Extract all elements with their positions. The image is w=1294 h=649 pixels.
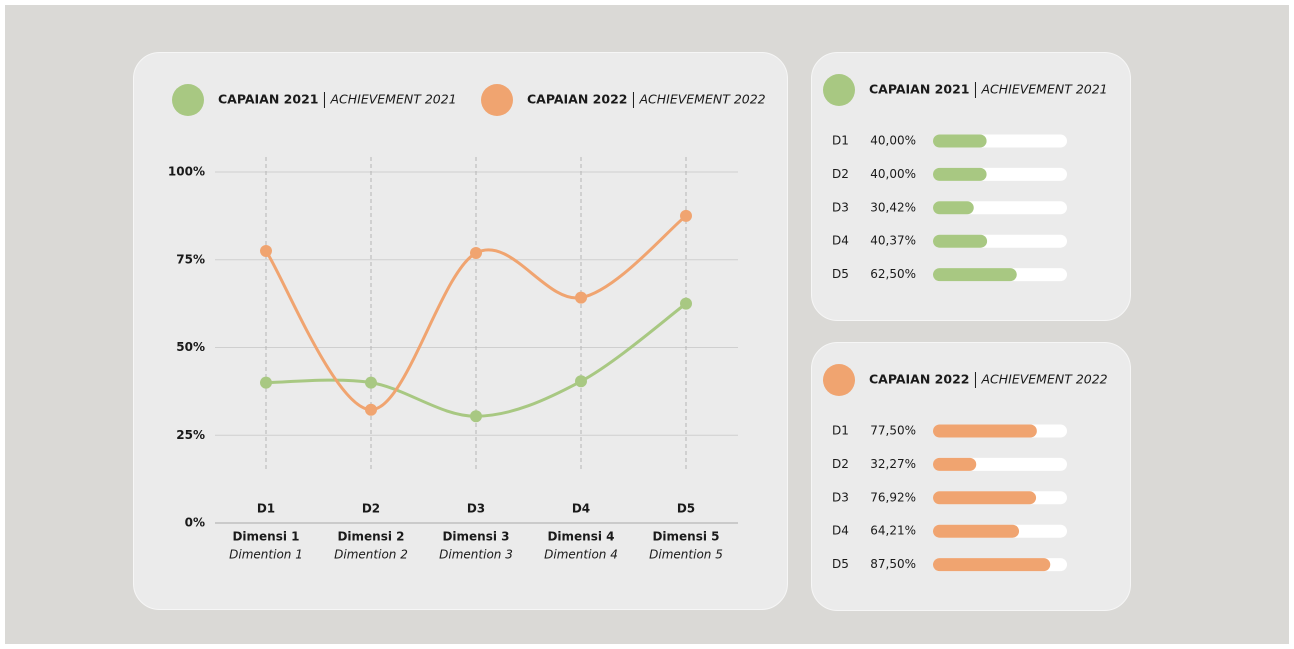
data-point xyxy=(365,376,377,389)
category-label: D4 xyxy=(832,234,849,248)
category-label: D1 xyxy=(832,424,849,438)
category-label: D2 xyxy=(832,167,849,181)
category-label: D5 xyxy=(832,267,849,281)
value-label: 30,42% xyxy=(870,200,916,214)
legend-swatch xyxy=(823,74,855,106)
bar-card xyxy=(811,342,1131,611)
legend-label: CAPAIAN 2022 xyxy=(869,372,969,387)
value-label: 64,21% xyxy=(870,524,916,538)
data-point xyxy=(575,291,587,304)
category-label: D5 xyxy=(832,557,849,571)
x-category-label-en: Dimention 2 xyxy=(334,548,408,562)
value-label: 87,50% xyxy=(870,557,916,571)
y-tick-label: 50% xyxy=(176,340,205,354)
legend-label: CAPAIAN 2021 xyxy=(218,92,318,107)
x-category-label-en: Dimention 4 xyxy=(544,548,618,562)
x-tick-label: D5 xyxy=(677,502,695,516)
data-point xyxy=(470,410,482,423)
legend-label: CAPAIAN 2022 xyxy=(527,92,627,107)
data-point xyxy=(680,297,692,310)
x-category-label: Dimensi 5 xyxy=(652,530,719,544)
x-tick-label: D4 xyxy=(572,502,590,516)
bar xyxy=(933,134,987,148)
x-category-label: Dimensi 1 xyxy=(232,530,299,544)
value-label: 40,37% xyxy=(870,234,916,248)
line-card xyxy=(133,52,788,610)
bar xyxy=(933,491,1037,505)
value-label: 62,50% xyxy=(870,267,916,281)
x-category-label-en: Dimention 1 xyxy=(229,548,303,562)
legend-label: CAPAIAN 2021 xyxy=(869,82,969,97)
data-point xyxy=(470,247,482,260)
x-tick-label: D1 xyxy=(257,502,275,516)
category-label: D2 xyxy=(832,457,849,471)
category-label: D3 xyxy=(832,490,849,504)
legend-label: ACHIEVEMENT 2021 xyxy=(329,92,456,107)
x-category-label-en: Dimention 5 xyxy=(649,548,723,562)
legend-label: ACHIEVEMENT 2021 xyxy=(980,82,1107,97)
legend-label: ACHIEVEMENT 2022 xyxy=(638,92,765,107)
y-tick-label: 100% xyxy=(168,165,205,179)
legend-label: ACHIEVEMENT 2022 xyxy=(980,372,1107,387)
legend-swatch xyxy=(481,84,513,116)
data-point xyxy=(680,209,692,222)
data-point xyxy=(365,403,377,416)
bar xyxy=(933,201,974,215)
value-label: 76,92% xyxy=(870,490,916,504)
legend-swatch xyxy=(172,84,204,116)
category-label: D3 xyxy=(832,200,849,214)
bar xyxy=(933,268,1017,282)
bar xyxy=(933,424,1037,438)
x-tick-label: D2 xyxy=(362,502,380,516)
x-tick-label: D3 xyxy=(467,502,485,516)
legend-swatch xyxy=(823,364,855,396)
series-line xyxy=(264,214,687,412)
bar xyxy=(933,457,977,471)
x-category-label-en: Dimention 3 xyxy=(439,548,513,562)
value-label: 32,27% xyxy=(870,457,916,471)
x-category-label: Dimensi 3 xyxy=(442,530,509,544)
bar-card xyxy=(811,52,1131,321)
category-label: D4 xyxy=(832,524,849,538)
bar xyxy=(933,234,988,248)
x-category-label: Dimensi 2 xyxy=(337,530,404,544)
value-label: 77,50% xyxy=(870,424,916,438)
y-tick-label: 75% xyxy=(176,252,205,266)
bar xyxy=(933,524,1020,538)
y-tick-label: 25% xyxy=(176,428,205,442)
value-label: 40,00% xyxy=(870,167,916,181)
x-category-label: Dimensi 4 xyxy=(547,530,614,544)
value-label: 40,00% xyxy=(870,134,916,148)
y-tick-label: 0% xyxy=(185,516,205,530)
bar xyxy=(933,167,987,181)
category-label: D1 xyxy=(832,134,849,148)
data-point xyxy=(260,376,272,389)
bar xyxy=(933,558,1051,572)
data-point xyxy=(575,375,587,388)
data-point xyxy=(260,244,272,257)
